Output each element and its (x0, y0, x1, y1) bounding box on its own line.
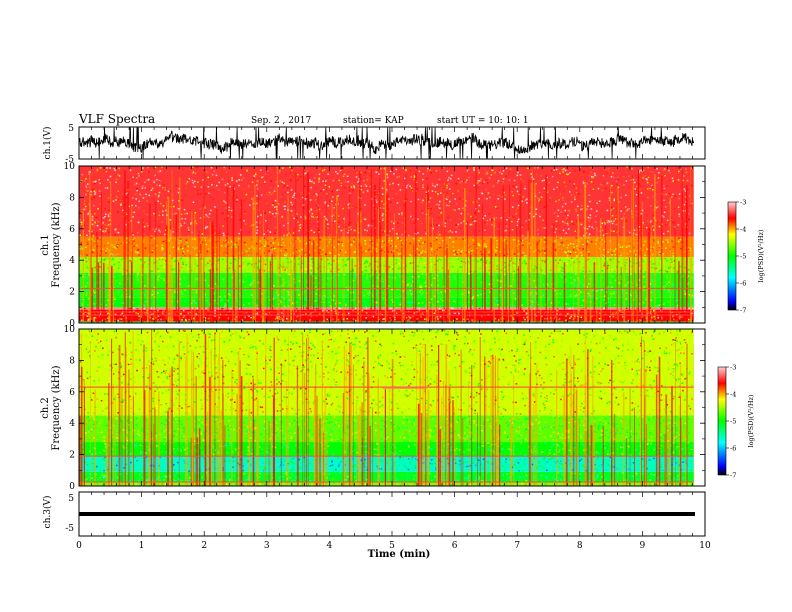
ch2-spec-ytick-5: 10 (64, 325, 76, 335)
station-label: station= KAP (343, 116, 404, 126)
ch2-spectrogram-panel: 0 2 4 6 8 10 ch.2 Frequency (kHz) (40, 325, 706, 492)
x-tick-9: 9 (640, 541, 646, 551)
ch1-spec-ytick-3: 6 (69, 225, 75, 235)
ch2-spectrogram-ylabel-line2: Frequency (kHz) (51, 365, 62, 450)
colorbar-ch2-label: log(PSD)(V²/Hz) (747, 394, 755, 447)
x-tick-5: 5 (389, 541, 395, 551)
ch1-spec-ytick-1: 2 (69, 288, 75, 298)
x-tick-4: 4 (327, 541, 333, 551)
x-tick-2: 2 (201, 541, 207, 551)
colorbar-ch1-tick-0: -3 (740, 199, 746, 207)
ch1-spec-ytick-5: 10 (64, 162, 76, 172)
colorbar-ch2-tick-1: -4 (730, 391, 736, 399)
ch3-waveform-panel: 5 -5 ch.3(V) (42, 491, 706, 537)
colorbar-ch1-tick-3: -6 (740, 280, 746, 288)
colorbar-ch2-tick-0: -3 (730, 364, 736, 372)
ch2-spec-ytick-4: 8 (69, 356, 75, 366)
ch1-waveform-line (78, 127, 695, 159)
ch2-spec-band-1 (79, 471, 694, 483)
colorbar-ch1-label: log(PSD)(V²/Hz) (757, 229, 765, 282)
colorbar-ch2: -3 -4 -5 -6 -7 log(PSD)(V²/Hz) (717, 364, 755, 480)
ch1-spectrogram-ylabel-line2: Frequency (kHz) (51, 202, 62, 287)
ch1-spec-sferics (82, 166, 692, 323)
x-tick-6: 6 (452, 541, 458, 551)
ch1-spectrogram-panel: 0 2 4 6 8 10 ch.1 Frequency (kHz) (40, 162, 706, 329)
colorbar-ch1-tick-2: -5 (740, 253, 746, 261)
colorbar-ch1-tick-1: -4 (740, 226, 746, 234)
figure-title: VLF Spectra (78, 112, 155, 126)
colorbar-ch1: -3 -4 -5 -6 -7 log(PSD)(V²/Hz) (727, 199, 765, 315)
ch1-spec-ytick-2: 4 (69, 256, 75, 266)
ch2-spec-sferics (79, 329, 695, 486)
ch2-spectrogram-ylabel-line1: ch.2 (40, 397, 51, 419)
ch1-ytick-bottom: -5 (65, 155, 74, 165)
ch3-ytick-bottom: -5 (65, 524, 74, 534)
ch1-spec-ytick-0: 0 (69, 319, 75, 329)
ch2-spec-ytick-2: 4 (69, 419, 75, 429)
ch1-ylabel: ch.1(V) (42, 127, 53, 160)
colorbar-ch2-tick-4: -7 (730, 472, 736, 480)
colorbar-ch2-gradient (717, 366, 727, 476)
x-tick-3: 3 (264, 541, 270, 551)
ch1-spec-ytick-4: 8 (69, 193, 75, 203)
ch2-spec-ytick-3: 6 (69, 388, 75, 398)
start-time-label: start UT = 10: 10: 1 (437, 116, 529, 126)
x-tick-7: 7 (514, 541, 520, 551)
x-tick-10: 10 (699, 541, 711, 551)
x-axis-label: Time (min) (368, 549, 431, 560)
ch1-spectrogram-ylabel-line1: ch.1 (40, 234, 51, 256)
x-tick-8: 8 (577, 541, 583, 551)
ch1-ytick-top: 5 (68, 124, 74, 134)
date-label: Sep. 2 , 2017 (251, 116, 311, 126)
x-tick-0: 0 (76, 541, 82, 551)
colorbar-ch2-tick-2: -5 (730, 418, 736, 426)
colorbar-ch1-gradient (727, 201, 737, 311)
ch2-spec-ytick-0: 0 (69, 482, 75, 492)
ch3-ytick-top: 5 (68, 494, 74, 504)
x-tick-1: 1 (139, 541, 145, 551)
colorbar-ch1-tick-4: -7 (740, 307, 746, 315)
colorbar-ch2-tick-3: -6 (730, 445, 736, 453)
ch3-ylabel: ch.3(V) (42, 496, 53, 529)
ch2-spec-ytick-1: 2 (69, 451, 75, 461)
